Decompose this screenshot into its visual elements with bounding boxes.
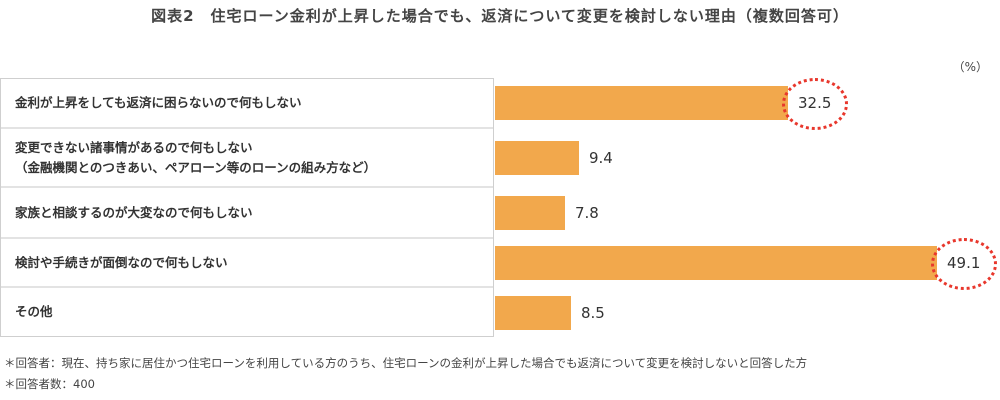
bar-row-5 bbox=[495, 296, 571, 330]
category-row: 家族と相談するのが大変なので何もしない bbox=[1, 188, 493, 239]
category-row: 検討や手続きが面倒なので何もしない bbox=[1, 239, 493, 288]
value-label: 9.4 bbox=[589, 149, 613, 167]
value-label: 7.8 bbox=[575, 204, 599, 222]
category-label: 金利が上昇をしても返済に困らないので何もしない bbox=[15, 95, 302, 110]
highlight-ring bbox=[931, 238, 997, 290]
category-label: 変更できない諸事情があるので何もしない （金融機関とのつきあい、ペアローン等のロ… bbox=[15, 139, 377, 175]
bar-row-2 bbox=[495, 141, 579, 175]
category-label: その他 bbox=[15, 304, 53, 319]
category-label: 家族と相談するのが大変なので何もしない bbox=[15, 204, 253, 220]
category-row: 金利が上昇をしても返済に困らないので何もしない bbox=[1, 79, 493, 129]
chart-title: 図表2 住宅ローン金利が上昇した場合でも、返済について変更を検討しない理由（複数… bbox=[151, 7, 849, 25]
footnote-respondents: ＊回答者：現在、持ち家に居住かつ住宅ローンを利用している方のうち、住宅ローンの金… bbox=[4, 356, 808, 370]
bar-row-4 bbox=[495, 246, 937, 280]
highlight-ring bbox=[782, 78, 848, 130]
footnote-count: ＊回答者数：400 bbox=[4, 377, 95, 391]
bar-row-1 bbox=[495, 86, 788, 120]
bar-row-3 bbox=[495, 196, 565, 230]
category-table: 金利が上昇をしても返済に困らないので何もしない 変更できない諸事情があるので何も… bbox=[0, 78, 494, 337]
value-label: 8.5 bbox=[581, 304, 605, 322]
category-label: 検討や手続きが面倒なので何もしない bbox=[15, 254, 228, 270]
category-row: その他 bbox=[1, 288, 493, 336]
category-row: 変更できない諸事情があるので何もしない （金融機関とのつきあい、ペアローン等のロ… bbox=[1, 129, 493, 188]
unit-label: （%） bbox=[952, 60, 988, 74]
